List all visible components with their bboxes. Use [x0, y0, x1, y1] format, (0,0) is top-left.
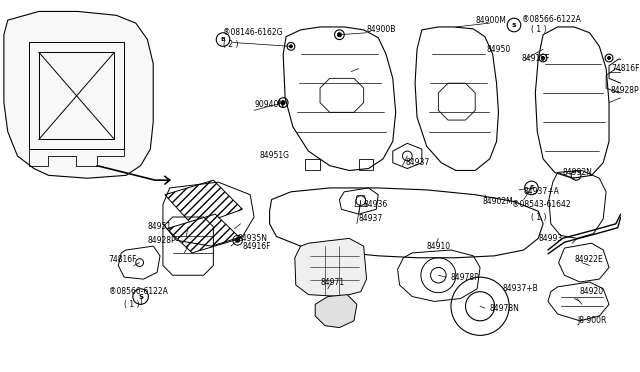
Text: S: S [529, 185, 534, 190]
Text: 84900B: 84900B [367, 25, 396, 34]
Text: 84935N: 84935N [237, 234, 268, 243]
Circle shape [541, 57, 545, 60]
Text: 74816F: 74816F [109, 255, 137, 264]
Text: 84916F: 84916F [522, 54, 550, 64]
Polygon shape [315, 295, 357, 328]
Text: 84971: 84971 [320, 278, 344, 286]
Text: 90940N: 90940N [254, 100, 284, 109]
Text: B: B [221, 37, 225, 42]
Text: 84937: 84937 [359, 215, 383, 224]
Text: 84937+B: 84937+B [502, 284, 538, 293]
Text: 84951G: 84951G [260, 151, 290, 160]
Text: 84937: 84937 [405, 158, 429, 167]
Text: S: S [512, 23, 516, 28]
Text: ( 1 ): ( 1 ) [124, 300, 140, 309]
Text: 84910: 84910 [427, 242, 451, 251]
Circle shape [289, 45, 292, 48]
Text: 84902M: 84902M [483, 197, 514, 206]
Text: ®08146-6162G: ®08146-6162G [223, 28, 282, 37]
Text: 74816F: 74816F [611, 64, 639, 73]
Text: 84993: 84993 [538, 234, 563, 243]
Text: ( 1 ): ( 1 ) [531, 25, 547, 34]
Text: J8·900R: J8·900R [577, 316, 607, 325]
Polygon shape [165, 180, 243, 227]
Text: 84928P: 84928P [147, 236, 176, 245]
Text: 84978P: 84978P [451, 273, 480, 282]
Text: 84992N: 84992N [563, 168, 593, 177]
Text: 84916F: 84916F [243, 242, 271, 251]
Circle shape [281, 101, 285, 105]
Text: S: S [138, 294, 143, 299]
Text: 84937+A: 84937+A [524, 187, 559, 196]
Text: 84936: 84936 [364, 200, 388, 209]
Text: 84978N: 84978N [490, 304, 520, 313]
Text: 84951: 84951 [147, 222, 172, 231]
Circle shape [236, 238, 239, 242]
Text: 84922E: 84922E [574, 255, 603, 264]
Polygon shape [295, 238, 367, 296]
Polygon shape [167, 214, 241, 253]
Text: 84950: 84950 [487, 45, 511, 54]
Text: 84920: 84920 [580, 287, 604, 296]
Text: ®08566-6122A: ®08566-6122A [109, 287, 168, 296]
Text: 84928P: 84928P [611, 86, 639, 96]
Circle shape [337, 33, 341, 37]
Polygon shape [4, 12, 153, 178]
Text: ( 1 ): ( 1 ) [531, 212, 547, 222]
Circle shape [607, 57, 611, 60]
Text: ®08543-61642: ®08543-61642 [512, 200, 571, 209]
Text: 84900M: 84900M [476, 16, 506, 25]
Text: ( 2 ): ( 2 ) [223, 40, 239, 49]
Text: ®08566-6122A: ®08566-6122A [522, 15, 580, 24]
